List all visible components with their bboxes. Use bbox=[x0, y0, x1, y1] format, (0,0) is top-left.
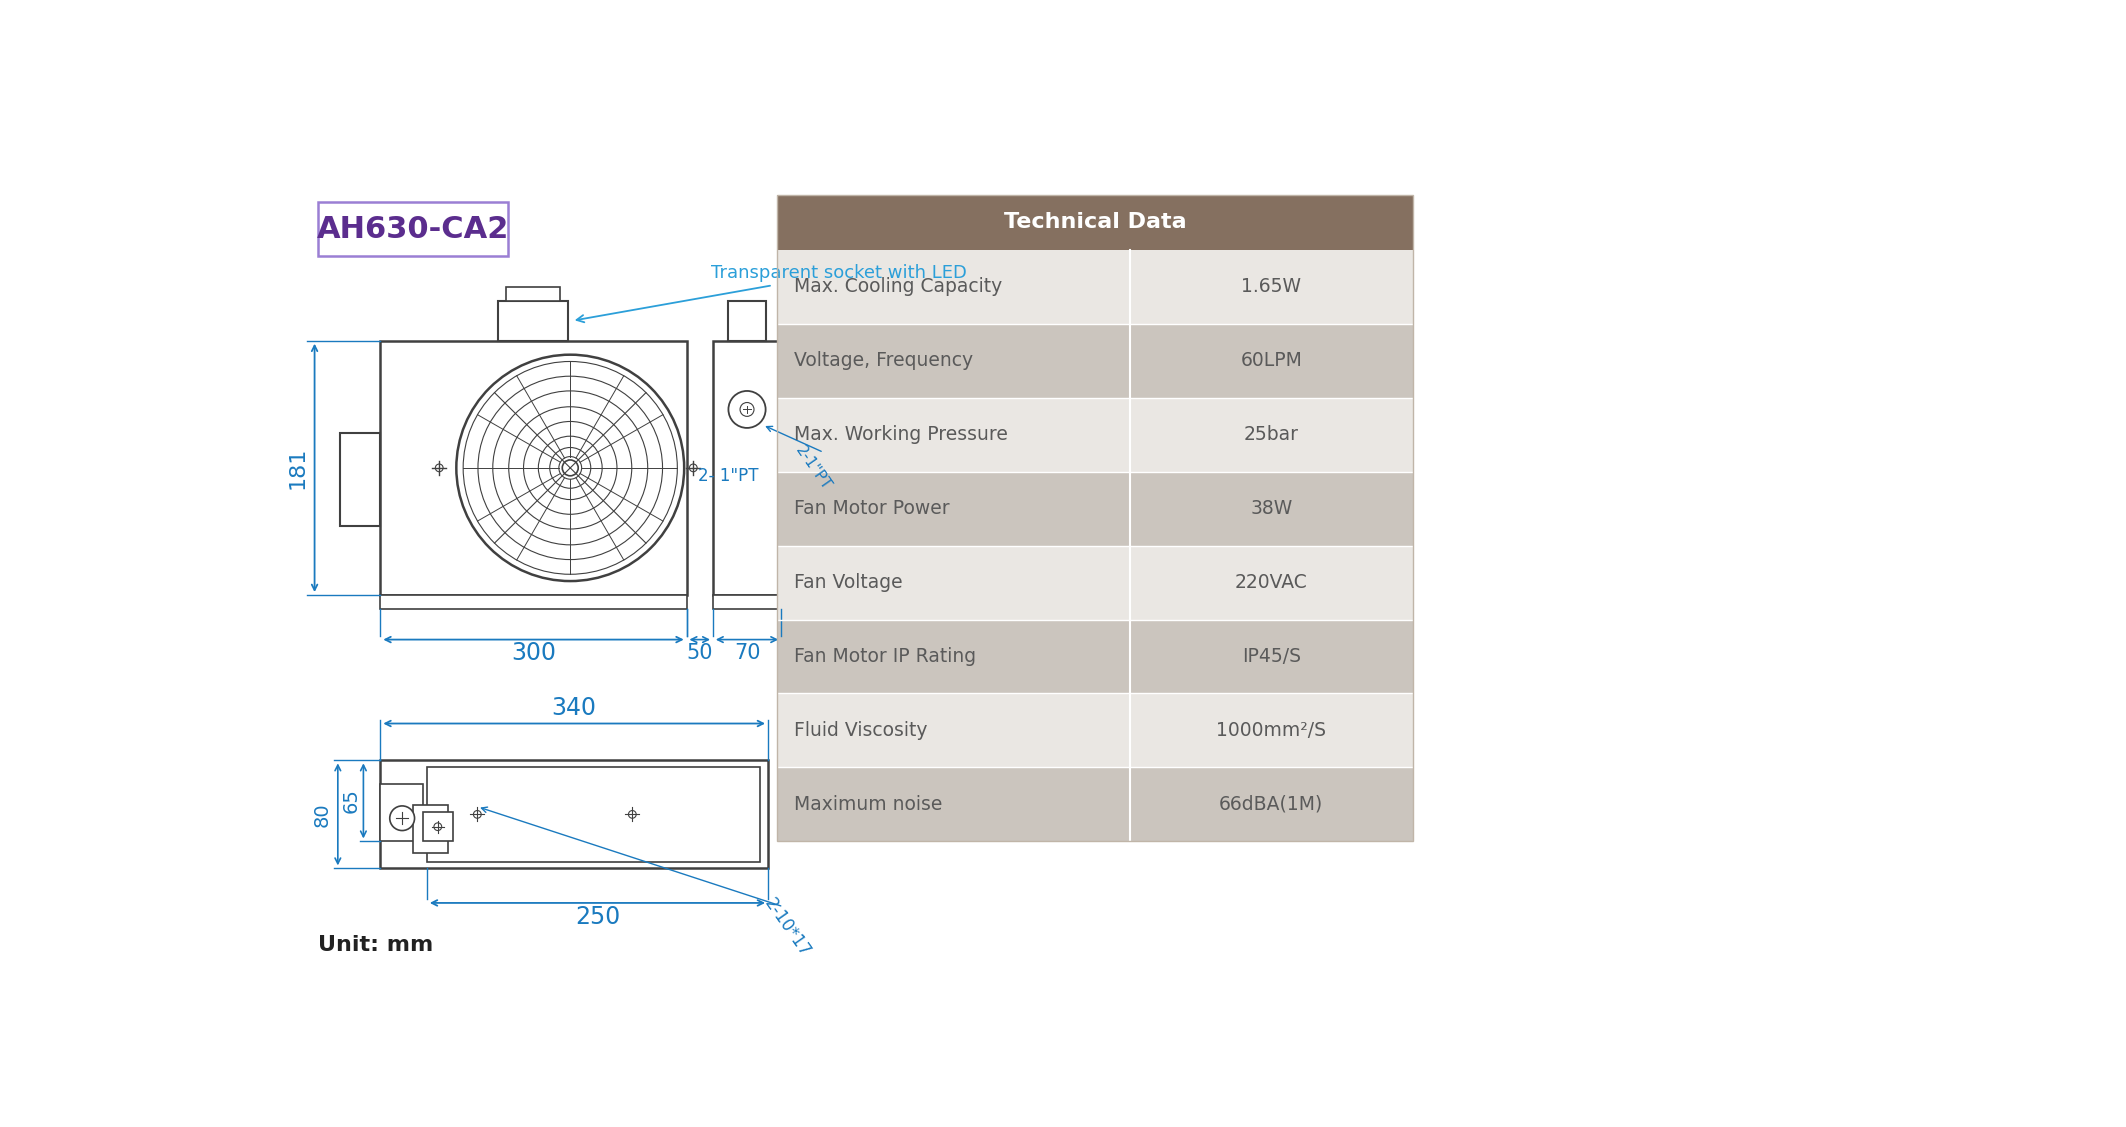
Bar bbox=[778, 767, 1414, 842]
Bar bbox=[506, 287, 561, 301]
Text: Maximum noise: Maximum noise bbox=[795, 795, 942, 814]
Bar bbox=[427, 766, 761, 862]
Text: 38W: 38W bbox=[1250, 499, 1293, 518]
Text: Max. Cooling Capacity: Max. Cooling Capacity bbox=[795, 277, 1003, 296]
Text: Fan Motor Power: Fan Motor Power bbox=[795, 499, 950, 518]
Text: Technical Data: Technical Data bbox=[1003, 212, 1186, 232]
Bar bbox=[423, 813, 453, 842]
Text: Max. Working Pressure: Max. Working Pressure bbox=[795, 425, 1008, 444]
Text: Fan Motor IP Rating: Fan Motor IP Rating bbox=[795, 647, 976, 666]
Text: 80: 80 bbox=[313, 802, 332, 827]
Bar bbox=[778, 250, 1414, 323]
Text: 1.65W: 1.65W bbox=[1242, 277, 1301, 296]
Text: 60LPM: 60LPM bbox=[1239, 352, 1303, 371]
Bar bbox=[712, 340, 780, 595]
Bar bbox=[381, 595, 687, 609]
Text: Unit: mm: Unit: mm bbox=[319, 935, 434, 956]
Circle shape bbox=[729, 391, 765, 428]
Text: 25bar: 25bar bbox=[1244, 425, 1299, 444]
Text: 340: 340 bbox=[553, 696, 597, 720]
Bar bbox=[381, 340, 687, 595]
Bar bbox=[778, 195, 1414, 842]
Bar bbox=[778, 545, 1414, 620]
Bar bbox=[778, 693, 1414, 767]
Text: 50: 50 bbox=[687, 644, 712, 664]
Circle shape bbox=[389, 806, 415, 831]
Text: 70: 70 bbox=[733, 644, 761, 664]
Bar bbox=[778, 195, 1414, 250]
Bar bbox=[381, 783, 423, 842]
Bar bbox=[319, 202, 508, 256]
Text: 66dBA(1M): 66dBA(1M) bbox=[1218, 795, 1324, 814]
Bar bbox=[381, 761, 767, 868]
Bar bbox=[712, 595, 780, 609]
Text: 2- 1"PT: 2- 1"PT bbox=[697, 467, 759, 485]
Text: Voltage, Frequency: Voltage, Frequency bbox=[795, 352, 974, 371]
Bar bbox=[340, 433, 381, 525]
Text: 220VAC: 220VAC bbox=[1235, 574, 1307, 592]
Circle shape bbox=[457, 355, 685, 582]
Text: 300: 300 bbox=[510, 641, 557, 665]
Text: Fan Voltage: Fan Voltage bbox=[795, 574, 904, 592]
Bar bbox=[727, 301, 765, 340]
Bar bbox=[778, 472, 1414, 545]
Text: AH630-CA2: AH630-CA2 bbox=[317, 214, 510, 243]
Bar bbox=[778, 323, 1414, 398]
Text: IP45/S: IP45/S bbox=[1242, 647, 1301, 666]
Bar bbox=[778, 620, 1414, 693]
Text: 1000mm²/S: 1000mm²/S bbox=[1216, 721, 1327, 740]
Text: 2-1"PT: 2-1"PT bbox=[793, 443, 833, 492]
Bar bbox=[778, 398, 1414, 472]
Bar bbox=[412, 805, 449, 853]
Text: 2-10*17: 2-10*17 bbox=[761, 895, 814, 960]
Text: 65: 65 bbox=[342, 789, 361, 814]
Text: Fluid Viscosity: Fluid Viscosity bbox=[795, 721, 927, 740]
Circle shape bbox=[561, 460, 578, 476]
Text: Transparent socket with LED: Transparent socket with LED bbox=[576, 265, 967, 322]
Bar bbox=[497, 301, 568, 340]
Text: 250: 250 bbox=[574, 905, 621, 929]
Text: 181: 181 bbox=[287, 446, 308, 489]
